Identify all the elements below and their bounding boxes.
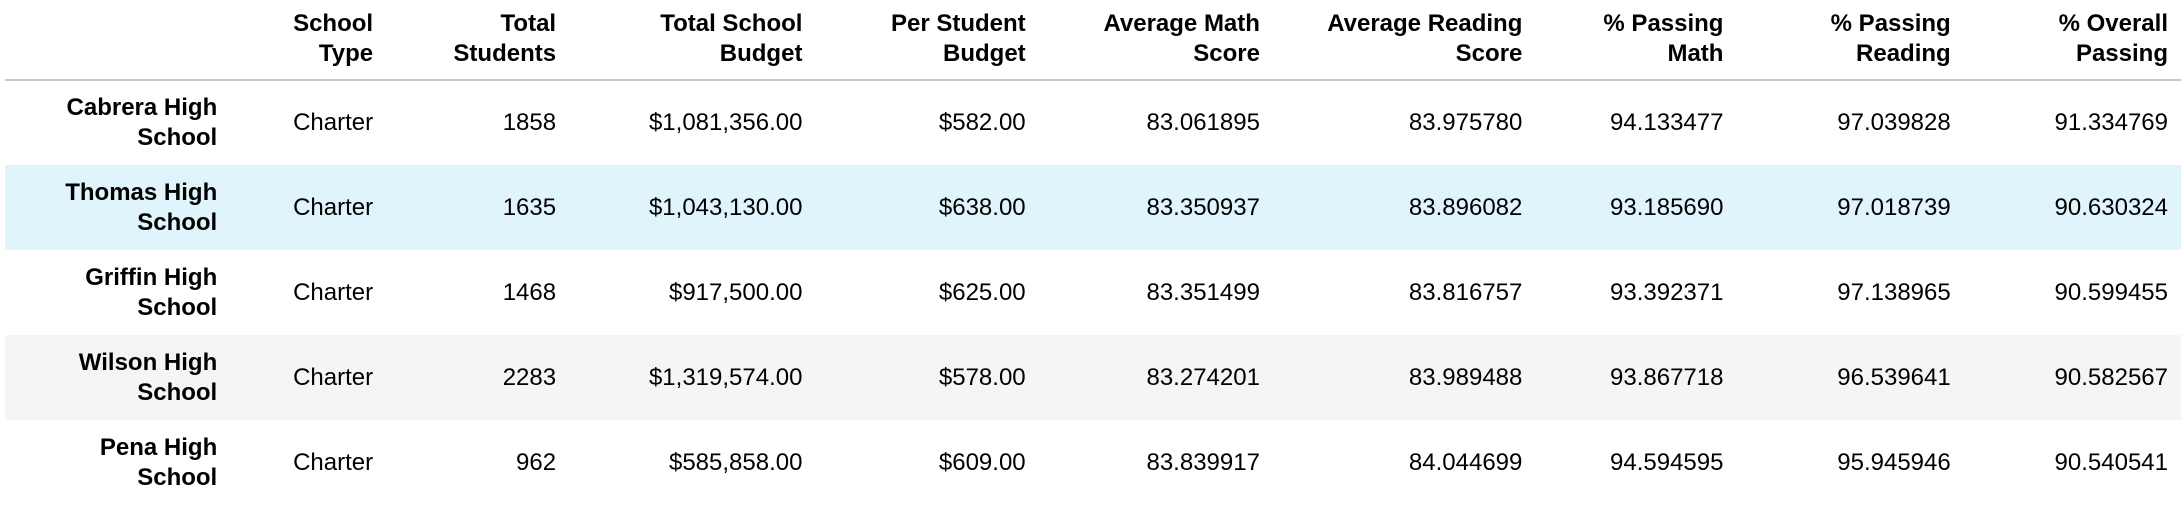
pass-reading-cell: 96.539641 [1837, 363, 1951, 391]
avg-reading-cell: 83.816757 [1408, 278, 1523, 306]
total-budget-cell: $1,081,356.00 [648, 109, 803, 136]
school-type-cell: Charter [293, 363, 374, 391]
total-students-cell: 1468 [502, 278, 557, 306]
total-budget-cell: $917,500.00 [668, 278, 803, 306]
pass-reading-cell: 97.039828 [1837, 109, 1951, 136]
pass-math-cell: 94.133477 [1610, 109, 1724, 136]
school-name-cell: Wilson High School [78, 348, 218, 406]
avg-reading-cell: 83.896082 [1408, 193, 1523, 221]
pass-reading-cell: 97.138965 [1837, 278, 1951, 306]
pass-reading-column-header: % Passing Reading [1736, 0, 1964, 81]
total-budget-column-header: Total School Budget [569, 0, 816, 81]
per-student-budget-column-header: Per Student Budget [815, 0, 1039, 81]
school-type-cell: Charter [293, 278, 374, 306]
total-budget-cell: $1,043,130.00 [648, 193, 803, 221]
per-student-budget-cell: $578.00 [938, 363, 1026, 391]
per-student-budget-cell: $638.00 [938, 193, 1026, 221]
pass-math-cell: 93.185690 [1610, 193, 1724, 221]
overall-passing-cell: 90.599455 [2054, 278, 2168, 306]
overall-passing-column-header: % Overall Passing [1963, 0, 2181, 81]
table-row: Pena High School Charter 962 $585,858.00… [5, 420, 2181, 505]
school-type-cell: Charter [293, 109, 374, 136]
avg-reading-cell: 83.975780 [1408, 109, 1523, 136]
school-name-cell: Pena High School [99, 433, 218, 491]
table-row: Wilson High School Charter 2283 $1,319,5… [5, 335, 2181, 420]
pass-math-cell: 94.594595 [1610, 448, 1724, 476]
avg-math-cell: 83.351499 [1146, 278, 1260, 306]
total-students-cell: 962 [516, 448, 557, 476]
overall-passing-cell: 91.334769 [2054, 109, 2168, 136]
total-budget-cell: $1,319,574.00 [648, 363, 803, 391]
avg-math-cell: 83.839917 [1146, 448, 1260, 476]
avg-math-cell: 83.350937 [1146, 193, 1260, 221]
avg-math-cell: 83.274201 [1146, 363, 1260, 391]
total-students-column-header: Total Students [386, 0, 570, 81]
school-type-column-header: School Type [230, 0, 387, 81]
school-summary-table: School Type Total Students Total School … [5, 0, 2181, 505]
per-student-budget-cell: $609.00 [938, 448, 1026, 476]
per-student-budget-cell: $582.00 [938, 109, 1026, 136]
school-name-cell: Cabrera High School [66, 94, 218, 151]
header-row: School Type Total Students Total School … [5, 0, 2181, 81]
per-student-budget-cell: $625.00 [938, 278, 1026, 306]
table-row: Griffin High School Charter 1468 $917,50… [5, 250, 2181, 335]
school-type-cell: Charter [293, 448, 374, 476]
school-name-cell: Thomas High School [65, 178, 218, 236]
pass-math-cell: 93.392371 [1610, 278, 1724, 306]
avg-reading-cell: 83.989488 [1408, 363, 1523, 391]
overall-passing-cell: 90.582567 [2054, 363, 2168, 391]
school-summary-table-container: School Type Total Students Total School … [5, 0, 2181, 505]
total-students-cell: 1858 [502, 109, 557, 136]
total-budget-cell: $585,858.00 [668, 448, 803, 476]
overall-passing-cell: 90.540541 [2054, 448, 2168, 476]
total-students-cell: 1635 [502, 193, 557, 221]
school-name-cell: Griffin High School [85, 263, 218, 321]
pass-math-cell: 93.867718 [1610, 363, 1724, 391]
table-row: Thomas High School Charter 1635 $1,043,1… [5, 165, 2181, 250]
avg-math-column-header: Average Math Score [1038, 0, 1273, 81]
avg-reading-column-header: Average Reading Score [1272, 0, 1536, 81]
total-students-cell: 2283 [502, 363, 557, 391]
table-row: Cabrera High School Charter 1858 $1,081,… [5, 80, 2181, 165]
pass-reading-cell: 97.018739 [1837, 193, 1951, 221]
school-type-cell: Charter [293, 193, 374, 221]
avg-reading-cell: 84.044699 [1408, 448, 1523, 476]
pass-reading-cell: 95.945946 [1837, 448, 1951, 476]
index-column-header [5, 0, 231, 81]
pass-math-column-header: % Passing Math [1535, 0, 1737, 81]
overall-passing-cell: 90.630324 [2054, 193, 2168, 221]
avg-math-cell: 83.061895 [1146, 109, 1260, 136]
